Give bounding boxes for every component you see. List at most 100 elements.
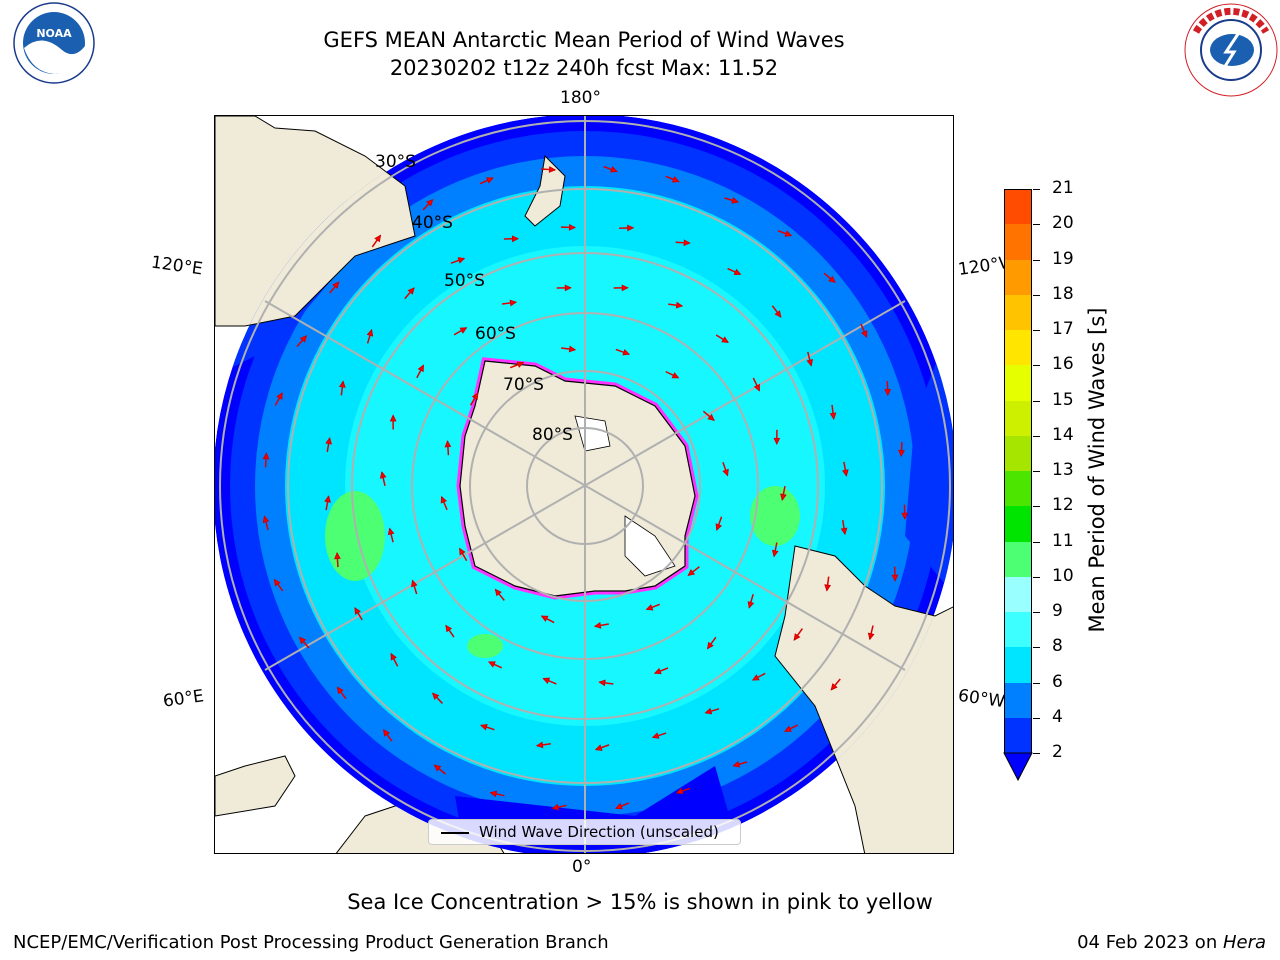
wave-arrow [665,175,680,183]
colorbar-segment [1004,294,1032,330]
wave-arrow [387,527,395,543]
wave-arrow [727,267,742,275]
colorbar-tick [1033,330,1040,331]
colorbar-tick-label: 6 [1052,671,1063,692]
colorbar-segment [1004,612,1032,648]
wave-arrow [860,323,868,338]
wave-arrow [453,327,468,336]
wave-arrow [891,566,899,582]
wave-arrow [459,547,468,562]
wave-arrow [440,495,448,511]
wave-arrow [806,351,814,367]
chart-title: GEFS MEAN Antarctic Mean Period of Wind … [323,28,845,52]
wave-arrow [487,661,503,669]
wave-arrow [489,790,505,798]
colorbar-label: Mean Period of Wind Waves [s] [1085,307,1109,633]
wave-arrow [560,223,577,231]
wave-arrow [561,345,577,353]
wave-arrow [841,461,849,477]
footer-left: NCEP/EMC/Verification Post Processing Pr… [13,932,609,953]
wave-arrow [651,732,667,739]
wave-arrow [324,495,331,511]
lon-label-60w: 60°W [956,685,1007,713]
wave-arrow [379,471,387,487]
wave-arrow [613,284,629,292]
map-legend: Wind Wave Direction (unscaled) [428,819,741,845]
wave-arrow [416,364,425,379]
wave-arrow [702,410,715,422]
colorbar-segment [1004,717,1032,753]
colorbar-tick-label: 8 [1052,636,1063,657]
wave-arrow [354,607,363,621]
colorbar-segment [1004,647,1032,683]
colorbar-tick-label: 19 [1052,248,1074,269]
wave-arrow [433,764,446,775]
wave-arrow [653,667,669,675]
colorbar-segment [1004,471,1032,507]
wave-arrow [389,414,397,430]
wave-arrow [751,672,766,681]
wave-arrow [390,652,399,667]
lat-label-40: 40°S [412,213,453,233]
wave-arrow [336,686,347,700]
wave-arrow [668,301,684,309]
wave-arrow [773,429,781,445]
wave-arrow [501,299,518,307]
wave-arrow [706,636,717,650]
wave-arrow [615,802,630,810]
colorbar-segment [1004,506,1032,542]
colorbar-tick [1033,717,1040,719]
wave-arrow [556,284,572,292]
colorbar-tick [1033,435,1040,437]
wave-arrow [540,166,557,173]
colorbar-tick [1033,541,1040,543]
footer-right: 04 Feb 2023 on Hera [1077,932,1266,953]
wave-arrow [371,234,382,248]
colorbar-tick [1033,753,1040,754]
wave-arrow [901,504,909,520]
lon-label-180: 180° [560,88,601,108]
wave-arrow [830,678,841,691]
wave-arrow [298,636,310,649]
colorbar-segment [1004,541,1032,577]
colorbar-tick [1033,259,1040,261]
wave-arrow [793,628,804,641]
wave-arrow [722,461,729,477]
wave-arrow [732,760,748,768]
colorbar-tick-label: 11 [1052,530,1074,551]
lat-label-70: 70°S [503,375,544,395]
colorbar-segment [1004,259,1032,295]
footer-host: Hera [1222,932,1266,953]
wave-arrow [823,272,836,283]
colorbar-segment [1004,435,1032,471]
wave-arrow [469,392,479,406]
wave-arrow [540,615,555,624]
wave-arrow [535,741,551,749]
wave-arrow [422,198,434,211]
wave-arrow [675,239,691,247]
wave-arrow [296,335,308,347]
wave-arrow [334,551,341,568]
wave-arrow [274,392,283,406]
colorbar-tick-label: 2 [1052,742,1063,762]
colorbar-tick [1033,576,1040,578]
wave-arrow [338,380,346,396]
wave-arrow [503,235,520,243]
wave-arrow [829,404,837,420]
lon-label-0: 0° [572,857,592,877]
colorbar-tick-label: 18 [1052,283,1074,304]
wave-arrow [784,724,799,732]
wave-arrow [884,380,891,397]
colorbar-tick [1033,647,1040,649]
wave-arrow [329,281,340,294]
wave-arrow [615,348,631,356]
chart-subtitle: 20230202 t12z 240h fcst Max: 11.52 [389,56,779,80]
antarctica [456,357,699,600]
wave-arrow [771,542,779,558]
wave-arrow [509,361,525,369]
wave-arrow [898,441,905,458]
colorbar-tick [1033,506,1040,508]
wave-arrow [619,224,635,232]
colorbar-tick-label: 12 [1052,495,1074,516]
wave-arrow [780,486,787,502]
